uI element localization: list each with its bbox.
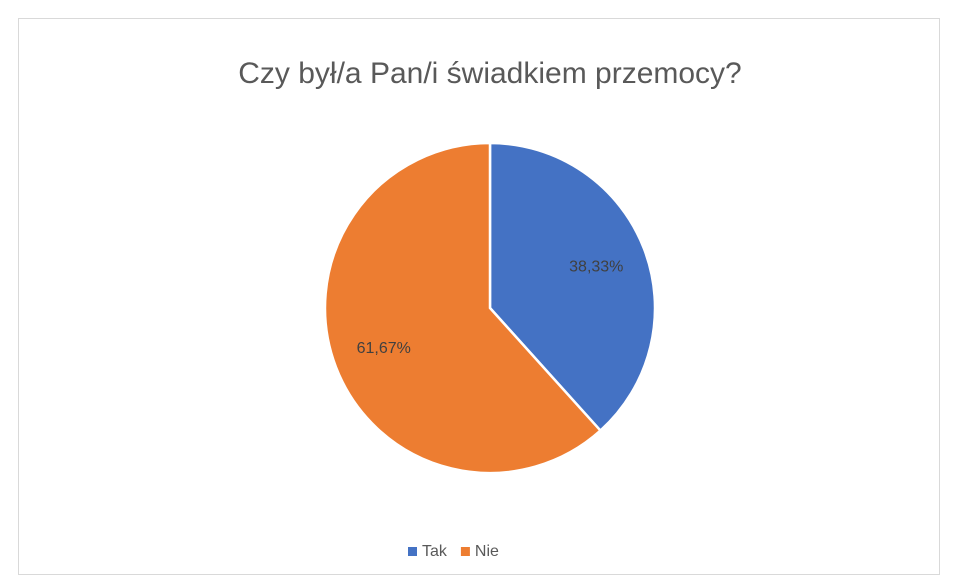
legend-swatch — [408, 547, 417, 556]
data-label: 61,67% — [357, 340, 411, 357]
legend-label: Tak — [422, 543, 448, 560]
legend-swatch — [460, 547, 470, 556]
pie-slice — [323, 141, 603, 475]
chart-title: Czy był/a Pan/i świadkiem przemocy? — [238, 57, 742, 90]
data-label: 38,33% — [569, 258, 623, 275]
legend-label: Nie — [475, 543, 499, 560]
pie-slice — [488, 141, 657, 433]
